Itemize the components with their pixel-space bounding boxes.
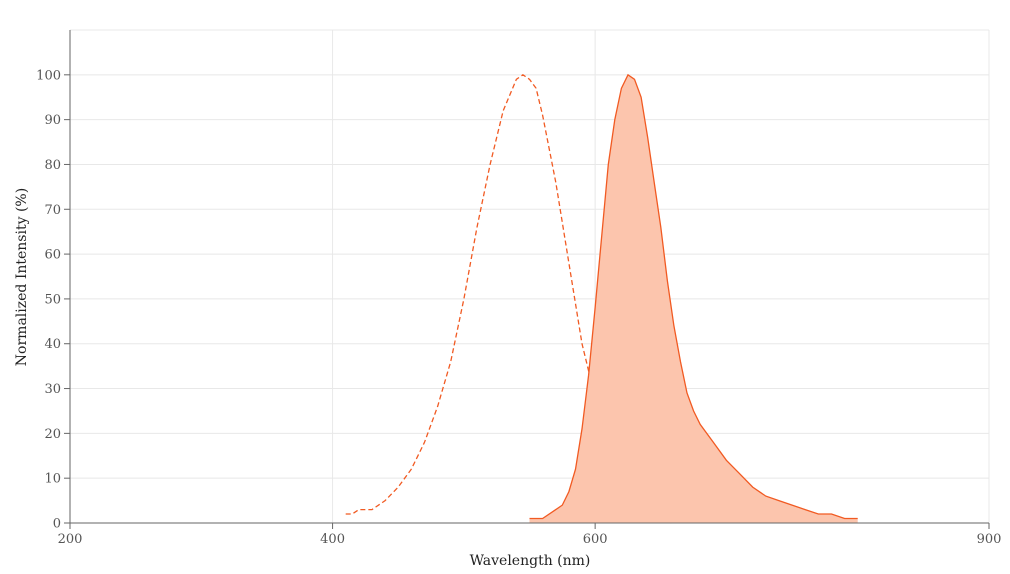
y-tick-label: 80	[44, 158, 61, 173]
y-tick-label: 100	[36, 68, 61, 83]
y-tick-label: 10	[44, 472, 61, 487]
y-axis-title: Normalized Intensity (%)	[14, 188, 30, 366]
series-layer	[345, 73, 858, 524]
y-tick-label: 90	[44, 113, 61, 128]
emission-area	[529, 74, 858, 524]
x-tick-label: 400	[320, 532, 345, 547]
y-tick-label: 40	[44, 337, 61, 352]
y-tick-label: 60	[44, 248, 61, 263]
y-tick-label: 30	[44, 382, 61, 397]
y-tick-label: 20	[44, 427, 61, 442]
y-tick-label: 70	[44, 203, 61, 218]
x-tick-label: 200	[58, 532, 83, 547]
x-axis-title: Wavelength (nm)	[470, 553, 591, 569]
x-tick-label: 600	[583, 532, 608, 547]
y-tick-label: 50	[44, 292, 61, 307]
emission-line	[529, 73, 858, 520]
x-tick-label: 900	[977, 532, 1002, 547]
axis-layer: 0 10 20 30 40 50 60 70 80 90 100 200 400 600 900	[36, 30, 1001, 547]
grid-layer	[70, 29, 990, 523]
y-tick-label: 0	[53, 517, 61, 532]
